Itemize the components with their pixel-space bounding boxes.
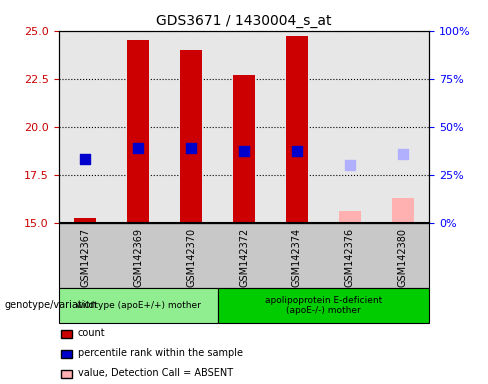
- Bar: [286, 36, 307, 223]
- Text: count: count: [78, 328, 105, 338]
- Bar: [218, 31, 270, 223]
- Point: [187, 145, 195, 151]
- Title: GDS3671 / 1430004_s_at: GDS3671 / 1430004_s_at: [156, 14, 332, 28]
- Text: value, Detection Call = ABSENT: value, Detection Call = ABSENT: [78, 368, 233, 378]
- Bar: [59, 31, 112, 223]
- Point: [240, 147, 248, 154]
- Bar: [339, 211, 361, 223]
- Point: [293, 147, 301, 154]
- Text: wildtype (apoE+/+) mother: wildtype (apoE+/+) mother: [76, 301, 201, 310]
- Point: [346, 162, 354, 168]
- Bar: [233, 75, 255, 223]
- Point: [399, 151, 407, 157]
- Bar: [75, 218, 96, 223]
- Bar: [181, 50, 202, 223]
- Text: genotype/variation: genotype/variation: [5, 300, 98, 310]
- Point: [81, 156, 89, 162]
- Bar: [164, 31, 218, 223]
- Bar: [324, 31, 376, 223]
- Text: percentile rank within the sample: percentile rank within the sample: [78, 348, 243, 358]
- Bar: [270, 31, 324, 223]
- Bar: [127, 40, 149, 223]
- Bar: [112, 31, 164, 223]
- Point: [134, 145, 142, 151]
- Bar: [392, 198, 413, 223]
- Text: apolipoprotein E-deficient
(apoE-/-) mother: apolipoprotein E-deficient (apoE-/-) mot…: [265, 296, 382, 315]
- Bar: [376, 31, 429, 223]
